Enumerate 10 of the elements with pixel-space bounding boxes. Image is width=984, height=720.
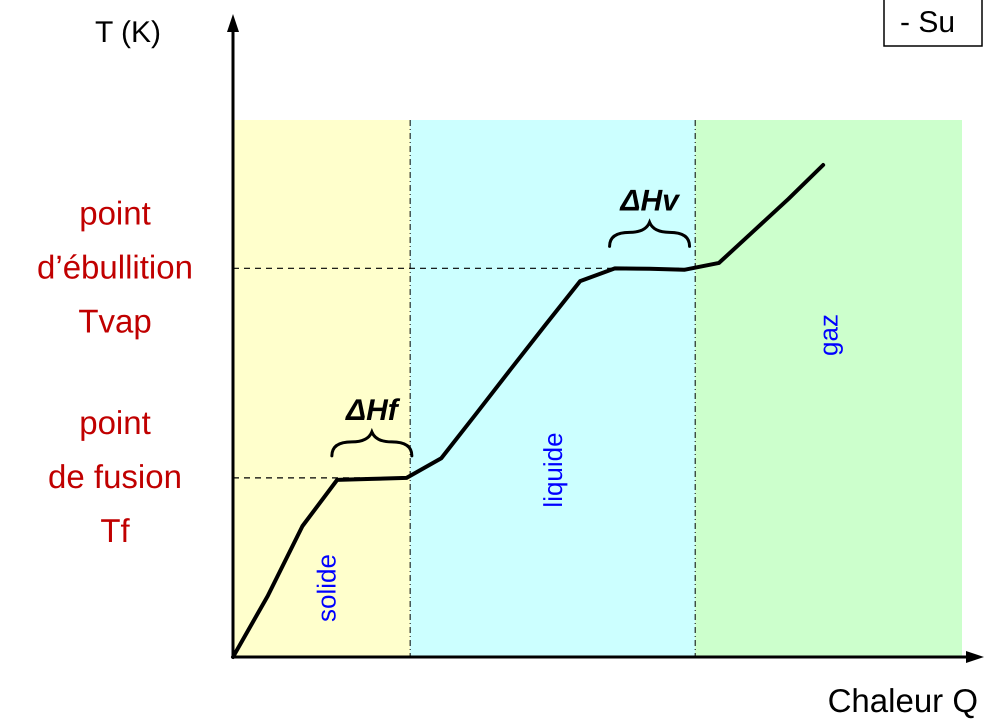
text: - Su — [900, 6, 956, 39]
annotation: ΔHv — [619, 184, 682, 218]
ref-line-label: point de fusion Tf — [48, 404, 182, 549]
ref-line-label: point d’ébullition Tvap — [37, 194, 193, 340]
annotation: solide — [312, 554, 342, 622]
y-axis-title: T (K) — [94, 16, 162, 49]
annotation: liquide — [538, 432, 568, 508]
annotation: gaz — [814, 314, 844, 356]
annotation: ΔHf — [344, 394, 401, 427]
x-axis-title: Chaleur Q — [828, 682, 978, 719]
